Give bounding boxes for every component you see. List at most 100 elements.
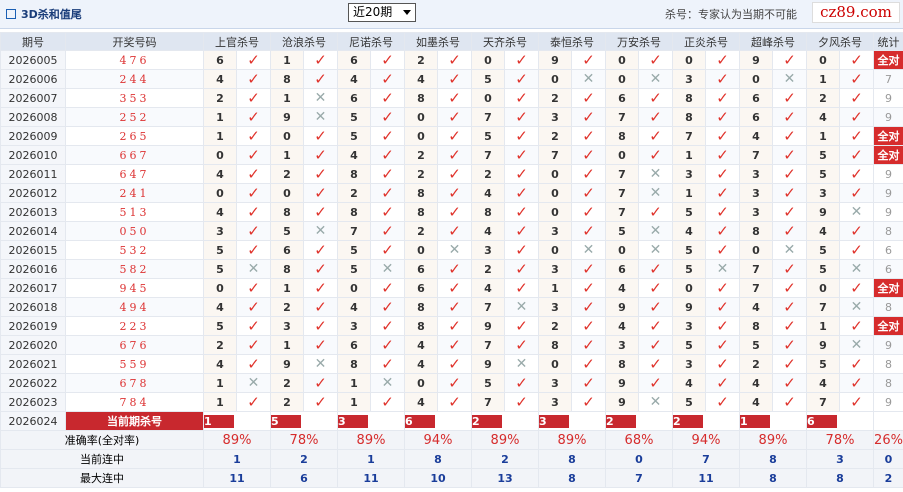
hit-mark: ✓ [772,354,807,374]
kill-number: 1 [203,107,237,127]
kill-number: 1 [203,373,237,393]
data-row: 2026023 784 1 ✓ 2 ✓ 1 ✓ 4 ✓ 7 ✓ 3 ✓ 9 ✕ 5 ✓ 4 ✓ 7 ✓ 9 [0,392,903,412]
kill-number: 0 [471,88,505,108]
kill-number: 8 [538,335,572,355]
kill-number: 1 [672,145,706,165]
kill-number: 9 [605,392,639,412]
hit-mark: ✓ [236,354,271,374]
hit-mark: ✓ [638,259,673,279]
row-stat: 8 [873,221,903,241]
hit-mark: ✓ [705,335,740,355]
summary-value: 8 [538,449,606,469]
kill-number: 4 [404,392,438,412]
hit-mark: ✓ [504,335,539,355]
current-kill-number: 3 [539,414,569,428]
hit-mark: ✓ [638,335,673,355]
hit-mark: ✓ [705,50,740,70]
kill-number: 5 [672,392,706,412]
hit-mark: ✓ [504,221,539,241]
hit-mark: ✓ [504,373,539,393]
hit-mark: ✓ [839,50,874,70]
summary-value: 6 [270,468,338,488]
hit-mark: ✓ [303,335,338,355]
period: 2026024 [0,411,66,431]
draw-number: 494 [65,297,204,317]
period: 2026008 [0,107,66,127]
period: 2026022 [0,373,66,393]
hit-mark: ✓ [504,240,539,260]
kill-number: 5 [806,164,840,184]
summary-value: 8 [404,449,472,469]
kill-number: 2 [739,354,773,374]
hit-mark: ✓ [504,202,539,222]
row-stat: 全对 [873,145,903,165]
summary-value: 11 [672,468,740,488]
hit-mark: ✓ [437,164,472,184]
hit-mark: ✓ [437,373,472,393]
kill-number: 9 [471,354,505,374]
summary-value: 0 [605,449,673,469]
miss-mark: ✕ [638,240,673,260]
current-cell: 6 [806,411,874,431]
hit-mark: ✓ [303,202,338,222]
current-kill-number: 3 [338,414,368,428]
kill-number: 0 [538,240,572,260]
summary-value: 2 [270,449,338,469]
hit-mark: ✓ [638,278,673,298]
hit-mark: ✓ [571,297,606,317]
data-row: 2026012 241 0 ✓ 0 ✓ 2 ✓ 8 ✓ 4 ✓ 0 ✓ 7 ✕ 1 ✓ 3 ✓ 3 ✓ 9 [0,183,903,203]
kill-number: 9 [270,354,304,374]
draw-number: 945 [65,278,204,298]
hit-mark: ✓ [772,164,807,184]
period: 2026012 [0,183,66,203]
summary-value: 13 [471,468,539,488]
data-row: 2026005 476 6 ✓ 1 ✓ 6 ✓ 2 ✓ 0 ✓ 9 ✓ 0 ✓ 0 ✓ 9 ✓ 0 ✓ 全对 [0,50,903,70]
hit-mark: ✓ [370,392,405,412]
period: 2026007 [0,88,66,108]
current-cell: 2 [471,411,539,431]
hit-mark: ✓ [370,183,405,203]
kill-number: 8 [337,164,371,184]
row-stat: 8 [873,297,903,317]
kill-number: 8 [672,88,706,108]
kill-number: 2 [270,373,304,393]
hit-mark: ✓ [839,88,874,108]
hit-mark: ✓ [839,240,874,260]
hit-mark: ✓ [236,392,271,412]
kill-number: 3 [806,183,840,203]
draw-number: 532 [65,240,204,260]
kill-number: 7 [605,107,639,127]
logo[interactable]: cz89.com [812,2,900,23]
draw-number: 513 [65,202,204,222]
summary-row: 准确率(全对率) 89% 78% 89% 94% 89% 89% 68% 94% 89% 78% 26… [0,430,903,450]
kill-number: 2 [203,88,237,108]
hit-mark: ✓ [571,278,606,298]
hit-mark: ✓ [839,316,874,336]
kill-number: 4 [672,221,706,241]
summary-label: 最大连中 [0,468,204,488]
kill-number: 8 [404,202,438,222]
hit-mark: ✓ [705,278,740,298]
header-row: 期号 开奖号码 上官杀号 沧浪杀号 尼诺杀号 如墨杀号 天齐杀号 泰恒杀号 万安杀号 正炎杀号 超峰… [0,32,903,51]
period-select[interactable]: 近20期 [348,3,416,22]
kill-number: 5 [471,126,505,146]
data-row: 2026020 676 2 ✓ 1 ✓ 6 ✓ 4 ✓ 7 ✓ 8 ✓ 3 ✓ 5 ✓ 5 ✓ 9 ✕ 9 [0,335,903,355]
kill-number: 9 [739,50,773,70]
hit-mark: ✓ [571,145,606,165]
kill-number: 1 [672,183,706,203]
data-row: 2026007 353 2 ✓ 1 ✕ 6 ✓ 8 ✓ 0 ✓ 2 ✓ 6 ✓ 8 ✓ 6 ✓ 2 ✓ 9 [0,88,903,108]
hit-mark: ✓ [303,240,338,260]
hit-mark: ✓ [839,107,874,127]
summary-value: 1 [203,449,271,469]
hit-mark: ✓ [370,316,405,336]
kill-number: 8 [739,221,773,241]
row-stat: 9 [873,202,903,222]
hit-mark: ✓ [772,88,807,108]
hit-mark: ✓ [437,316,472,336]
kill-number: 7 [471,297,505,317]
kill-number: 9 [806,202,840,222]
summary-value: 94% [672,430,740,450]
hit-mark: ✓ [437,354,472,374]
kill-number: 9 [806,335,840,355]
summary-value: 78% [270,430,338,450]
